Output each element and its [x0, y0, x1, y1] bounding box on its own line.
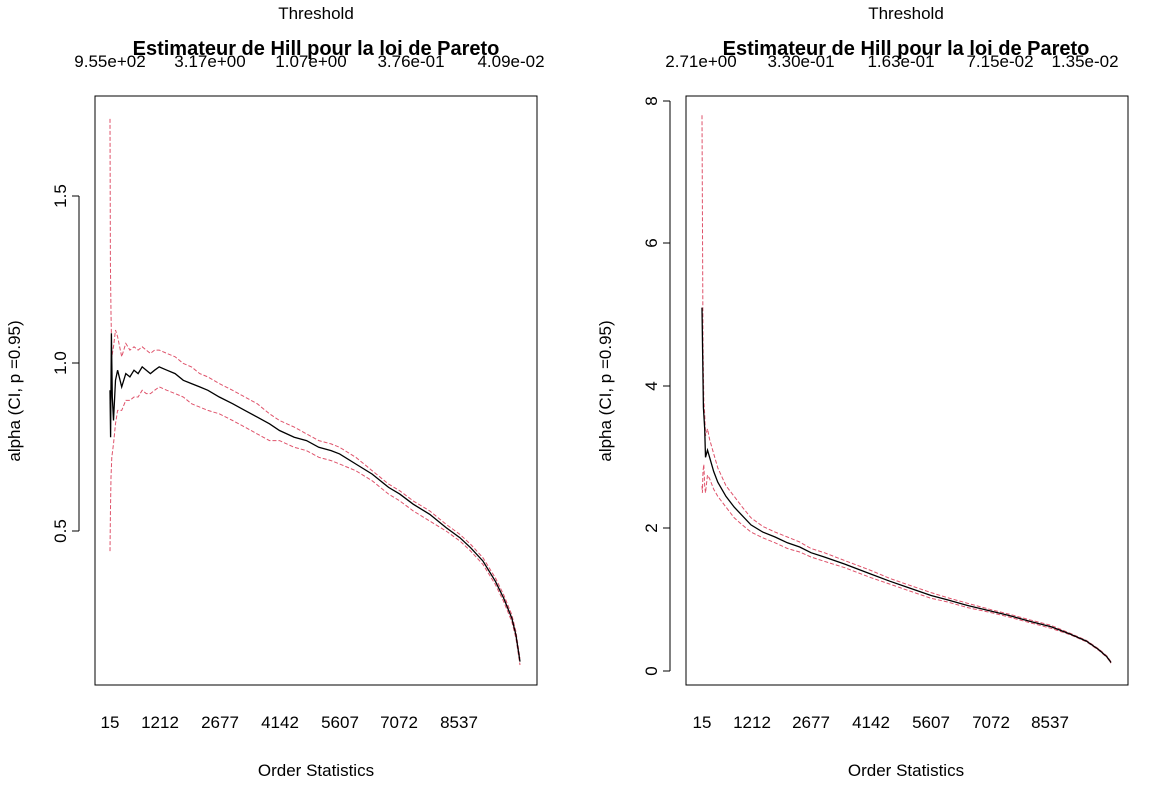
series-group	[701, 115, 1112, 664]
y-tick-label: 0	[642, 666, 661, 675]
y-tick-label: 2	[642, 523, 661, 532]
y-axis: 0 2 4 6 8	[642, 96, 671, 676]
top-axis-label: Threshold	[868, 4, 944, 23]
x-axis-ticks: 15 1212 2677 4142 5607 7072 8537	[693, 713, 1069, 732]
y-tick-label: 6	[642, 238, 661, 247]
x-axis-ticks: 15 1212 2677 4142 5607 7072 8537	[101, 713, 478, 732]
y-tick-label: 1.0	[51, 351, 70, 375]
ci-bound-line	[109, 386, 521, 666]
x-axis-label: Order Statistics	[258, 761, 374, 780]
top-tick-label: 3.30e-01	[767, 52, 834, 71]
hill-estimate-line	[701, 307, 1112, 663]
top-tick-label: 2.71e+00	[665, 52, 736, 71]
x-tick-label: 8537	[1031, 713, 1069, 732]
plot-area	[685, 95, 1129, 686]
x-tick-label: 4142	[261, 713, 299, 732]
x-tick-label: 1212	[141, 713, 179, 732]
x-tick-label: 2677	[201, 713, 239, 732]
ci-bound-line	[701, 464, 1112, 664]
x-tick-label: 15	[693, 713, 712, 732]
y-axis-label: alpha (CI, p =0.95)	[596, 320, 615, 461]
top-tick-label: 7.15e-02	[966, 52, 1033, 71]
top-axis-ticks: 2.71e+00 3.30e-01 1.63e-01 7.15e-02 1.35…	[665, 52, 1118, 71]
top-tick-label: 1.07e+00	[275, 52, 346, 71]
chart-title: Estimateur de Hill pour la loi de Pareto	[723, 38, 1090, 60]
x-tick-label: 2677	[792, 713, 830, 732]
x-tick-label: 5607	[912, 713, 950, 732]
x-tick-label: 15	[101, 713, 120, 732]
top-tick-label: 3.76e-01	[377, 52, 444, 71]
x-tick-label: 1212	[733, 713, 771, 732]
hill-plot-left: Threshold Estimateur de Hill pour la loi…	[5, 4, 545, 780]
chart-title: Estimateur de Hill pour la loi de Pareto	[133, 38, 500, 60]
top-tick-label: 9.55e+02	[74, 52, 145, 71]
ci-bound-line	[109, 118, 521, 659]
top-tick-label: 4.09e-02	[477, 52, 544, 71]
hill-estimate-line	[109, 333, 521, 662]
y-tick-label: 4	[642, 381, 661, 390]
x-tick-label: 4142	[852, 713, 890, 732]
top-axis-label: Threshold	[278, 4, 354, 23]
series-group	[109, 118, 521, 666]
y-tick-label: 8	[642, 96, 661, 105]
y-axis: 0.5 1.0 1.5	[51, 184, 80, 543]
y-axis-label: alpha (CI, p =0.95)	[5, 320, 24, 461]
x-tick-label: 7072	[380, 713, 418, 732]
plot-area	[94, 95, 538, 686]
top-tick-label: 1.35e-02	[1051, 52, 1118, 71]
y-tick-label: 1.5	[51, 184, 70, 208]
hill-plot-right: Threshold Estimateur de Hill pour la loi…	[596, 4, 1129, 780]
x-tick-label: 7072	[972, 713, 1010, 732]
top-axis-ticks: 9.55e+02 3.17e+00 1.07e+00 3.76e-01 4.09…	[74, 52, 544, 71]
ci-bound-line	[701, 115, 1112, 662]
y-tick-label: 0.5	[51, 519, 70, 543]
top-tick-label: 3.17e+00	[174, 52, 245, 71]
x-tick-label: 5607	[321, 713, 359, 732]
x-axis-label: Order Statistics	[848, 761, 964, 780]
top-tick-label: 1.63e-01	[867, 52, 934, 71]
x-tick-label: 8537	[440, 713, 478, 732]
